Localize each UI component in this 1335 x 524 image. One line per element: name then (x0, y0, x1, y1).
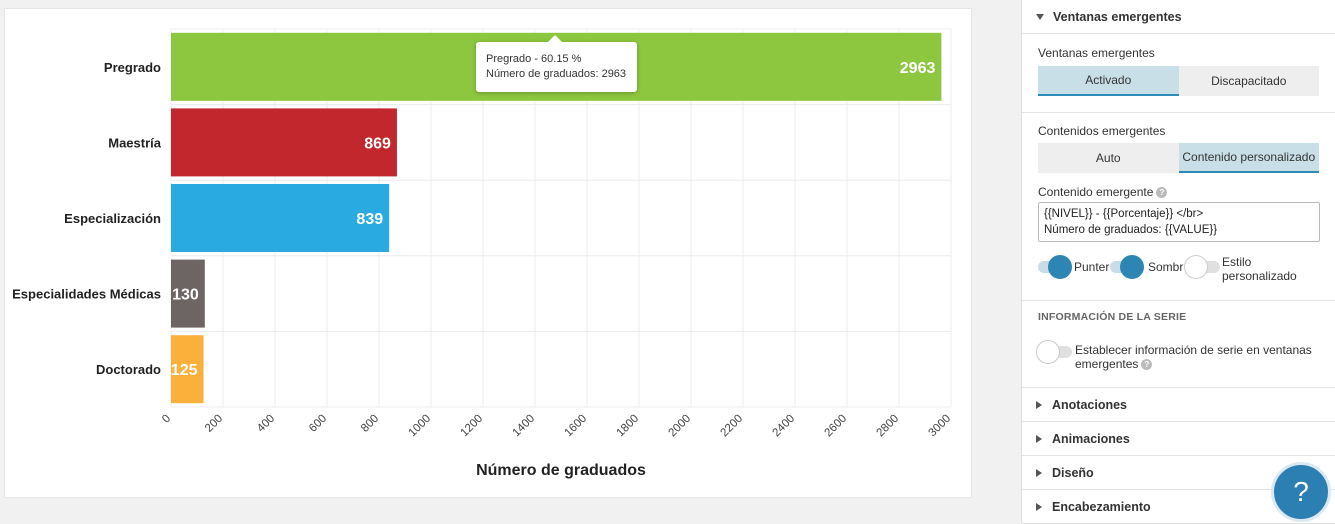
x-tick-label: 1600 (563, 413, 590, 440)
x-tick-label: 600 (307, 413, 329, 435)
caret-right-icon (1036, 434, 1042, 443)
category-label: Pregrado (104, 60, 161, 75)
x-tick-label: 2400 (771, 413, 798, 440)
content-label: Contenidos emergentes (1038, 124, 1166, 138)
section-popups-title: Ventanas emergentes (1053, 9, 1182, 24)
help-circle-icon[interactable]: ? (1141, 359, 1153, 371)
help-question-icon: ? (1293, 476, 1309, 507)
shadow-toggle-label: Sombr (1148, 260, 1184, 274)
toggle-knob (1120, 255, 1144, 279)
toggle-knob (1036, 340, 1060, 364)
custom-content-label: Contenido emergente? (1038, 185, 1319, 199)
bar-value-label: 130 (172, 287, 199, 304)
x-tick-label: 3000 (927, 413, 954, 440)
content-custom-button[interactable]: Contenido personalizado (1178, 143, 1319, 173)
bar-maestr-a (171, 108, 397, 177)
custom-style-toggle-label: Estilo personalizado (1222, 255, 1297, 283)
series-info-label-text: Establecer información de serie en venta… (1075, 343, 1312, 371)
section-annotations-title: Anotaciones (1052, 397, 1128, 412)
settings-panel: Ventanas emergentes Ventanas emergentes … (1021, 0, 1335, 524)
bar-value-label: 869 (364, 135, 391, 152)
toggle-knob (1184, 255, 1208, 279)
x-tick-label: 200 (203, 413, 225, 435)
x-axis-title: Número de graduados (476, 462, 646, 479)
help-circle-icon[interactable]: ? (1156, 187, 1168, 199)
x-tick-label: 1200 (459, 413, 486, 440)
tooltip-line-1: Pregrado - 60.15 % (486, 53, 582, 65)
section-animations-header[interactable]: Animaciones (1022, 422, 1335, 456)
bar-value-label: 125 (171, 362, 198, 379)
x-tick-label: 2600 (823, 413, 850, 440)
x-tick-label: 2200 (719, 413, 746, 440)
custom-content-textarea[interactable]: {{NIVEL}} - {{Porcentaje}} </br> Número … (1038, 202, 1320, 242)
category-label: Especialización (64, 211, 161, 226)
x-tick-label: 1800 (615, 413, 642, 440)
pointer-toggle-label: Punter (1074, 260, 1110, 274)
series-info-label: Establecer información de serie en venta… (1075, 343, 1325, 371)
category-label: Maestría (108, 135, 162, 150)
x-tick-label: 2000 (667, 413, 694, 440)
section-design-title: Diseño (1052, 465, 1094, 480)
x-tick-label: 1400 (511, 413, 538, 440)
category-label: Especialidades Médicas (12, 287, 161, 302)
x-tick-label: 2800 (875, 413, 902, 440)
help-button[interactable]: ? (1271, 462, 1331, 522)
caret-right-icon (1036, 502, 1042, 511)
x-tick-label: 400 (255, 413, 277, 435)
bar-especializaci-n (171, 184, 390, 252)
section-animations-title: Animaciones (1052, 431, 1130, 446)
tooltip-line-2: Número de graduados: 2963 (486, 68, 627, 80)
chart-area: 2963 Pregrado 869 Maestría 839 Especializació… (4, 8, 972, 498)
custom-content-label-text: Contenido emergente (1038, 185, 1154, 199)
category-label: Doctorado (96, 362, 161, 377)
popups-label: Ventanas emergentes (1038, 46, 1155, 60)
x-tick-label: 1000 (407, 413, 434, 440)
x-tick-label: 800 (359, 413, 381, 435)
bar-doctorado (171, 335, 204, 404)
bar-especialidades-m-dicas (171, 259, 205, 328)
popups-on-button[interactable]: Activado (1038, 66, 1179, 96)
toggle-knob (1048, 255, 1072, 279)
caret-right-icon (1036, 400, 1042, 409)
caret-right-icon (1036, 468, 1042, 477)
x-tick-label: 0 (160, 413, 173, 426)
bar-value-label: 839 (356, 211, 383, 228)
popups-toggle-group: Activado Discapacitado (1038, 66, 1319, 96)
content-auto-button[interactable]: Auto (1038, 143, 1179, 173)
chart-tooltip: Pregrado - 60.15 % Número de graduados: … (476, 35, 637, 92)
bar-value-label: 2963 (900, 60, 936, 77)
section-popups-header[interactable]: Ventanas emergentes (1022, 0, 1335, 34)
section-annotations-header[interactable]: Anotaciones (1022, 388, 1335, 422)
section-heading-title: Encabezamiento (1052, 499, 1151, 514)
caret-down-icon (1036, 13, 1044, 20)
popups-off-button[interactable]: Discapacitado (1178, 66, 1319, 96)
content-toggle-group: Auto Contenido personalizado (1038, 143, 1319, 173)
series-info-heading: INFORMACIÓN DE LA SERIE (1038, 311, 1187, 323)
toggle-row: Punter Sombr Estilo personalizado (1038, 252, 1319, 292)
